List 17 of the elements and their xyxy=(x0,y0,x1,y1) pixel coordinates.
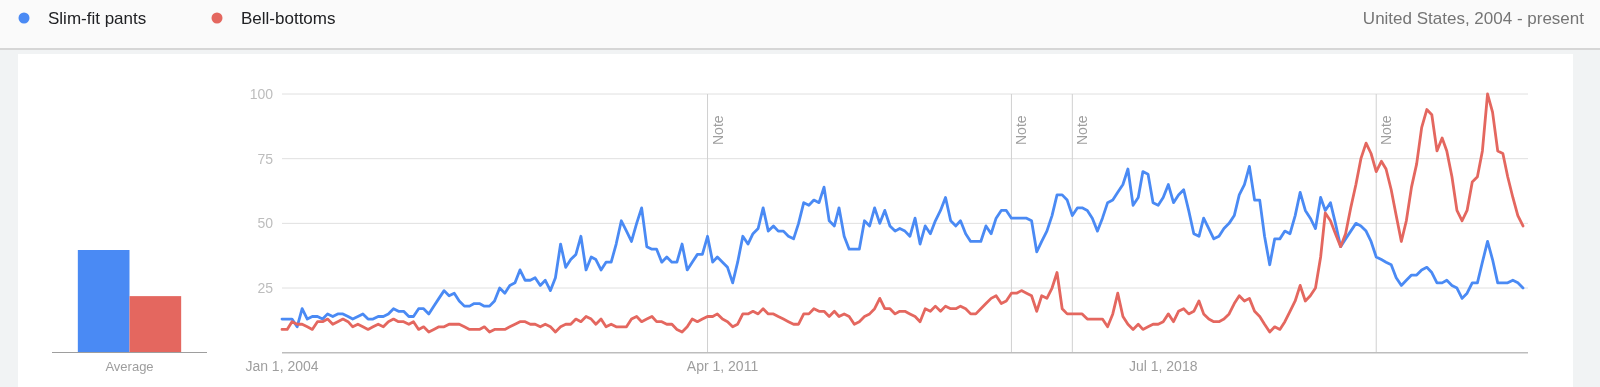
line-series xyxy=(280,165,1525,329)
ref-line-label: Note xyxy=(709,115,726,146)
y-tick-label: 75 xyxy=(257,150,274,167)
legend-label: Slim-fit pants xyxy=(48,9,147,28)
y-tick-label: 50 xyxy=(257,215,274,232)
legend-label: Bell-bottoms xyxy=(241,9,336,28)
ref-line-label: Note xyxy=(1074,115,1091,146)
ref-line-label: Note xyxy=(1378,115,1395,146)
y-tick-label: 100 xyxy=(249,86,274,102)
x-tick-label: Jul 1, 2018 xyxy=(1128,357,1198,374)
x-tick-label: Jan 1, 2004 xyxy=(245,357,319,374)
chart-subtitle: United States, 2004 - present xyxy=(1362,9,1585,28)
x-tick-label: Apr 1, 2011 xyxy=(686,357,759,374)
y-tick-label: 25 xyxy=(257,280,274,297)
ref-line-label: Note xyxy=(1013,115,1030,146)
line-series xyxy=(280,92,1525,334)
x-tick-label: Average xyxy=(105,358,154,374)
